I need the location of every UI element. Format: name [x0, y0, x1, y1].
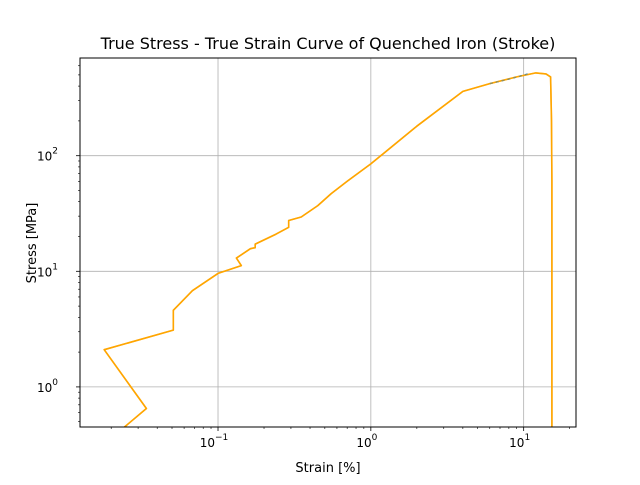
stress-strain-line	[103, 72, 553, 427]
stress-strain-line-top	[103, 72, 553, 427]
x-tick-label: 100	[356, 433, 377, 450]
axes-frame	[79, 57, 577, 428]
x-tick-label: 101	[509, 433, 530, 450]
y-tick-label: 100	[37, 378, 58, 395]
y-axis-label: Stress [MPa]	[25, 203, 40, 284]
x-tick-label: 10−1	[200, 433, 229, 450]
grid-lines	[80, 58, 576, 427]
y-tick-label: 101	[37, 262, 58, 279]
x-axis-label: Strain [%]	[295, 461, 360, 476]
y-tick-label: 102	[37, 147, 58, 164]
chart-title: True Stress - True Strain Curve of Quenc…	[100, 34, 556, 53]
axis-ticks: 10−1 100 101 100 101 102	[37, 65, 570, 450]
series-layer	[103, 72, 553, 427]
